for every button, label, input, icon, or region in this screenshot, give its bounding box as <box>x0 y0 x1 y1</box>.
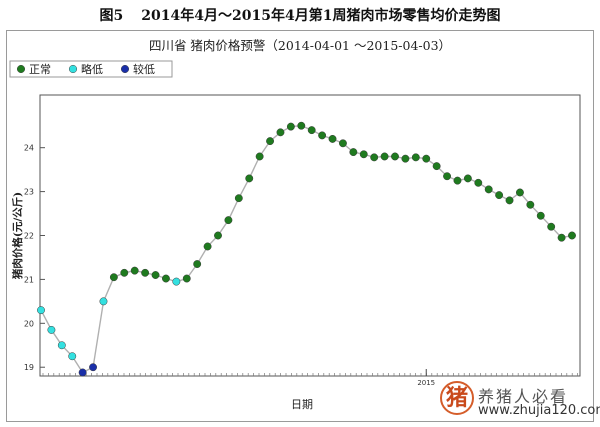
data-point-normal <box>286 122 295 131</box>
data-point-normal <box>266 137 275 146</box>
data-point-slightly_low <box>57 341 66 350</box>
data-point-normal <box>328 134 337 143</box>
data-point-normal <box>484 185 493 194</box>
data-point-normal <box>463 174 472 183</box>
figure-number: 图5 <box>99 8 124 24</box>
legend-marker-slightly_low <box>68 64 78 74</box>
y-tick-label-20: 20 <box>24 319 34 328</box>
chart-frame: 四川省 猪肉价格预警（2014-04-01 ～2015-04-03） 正常 略低 较低… <box>6 30 594 422</box>
data-point-low <box>78 368 87 377</box>
legend-box <box>9 60 173 78</box>
watermark-seal: 猪 <box>440 381 474 415</box>
data-point-normal <box>297 121 306 130</box>
data-point-normal <box>370 153 379 162</box>
data-point-normal <box>391 152 399 161</box>
data-point-normal <box>547 222 556 231</box>
legend-label-normal: 正常 <box>29 63 51 76</box>
y-tick-label-23: 23 <box>24 188 34 197</box>
data-point-normal <box>515 188 524 197</box>
data-point-normal <box>255 152 264 161</box>
figure-caption: 图5 2014年4月～2015年4月第1周猪肉市场零售均价走势图 <box>0 5 600 25</box>
chart-title: 四川省 猪肉价格预警（2014-04-01 ～2015-04-03） <box>149 38 451 53</box>
legend-marker-low <box>120 64 130 74</box>
legend-marker-normal <box>16 64 26 74</box>
data-point-normal <box>443 172 452 181</box>
y-tick-label-24: 24 <box>24 144 34 153</box>
price-line-chart: 四川省 猪肉价格预警（2014-04-01 ～2015-04-03） 正常 略低 较低… <box>9 38 581 411</box>
data-point-normal <box>161 274 170 283</box>
plot-area-border <box>39 94 581 377</box>
data-point-normal <box>203 242 212 251</box>
legend-label-low: 较低 <box>133 62 155 76</box>
data-point-normal <box>401 154 410 163</box>
y-tick-label-22: 22 <box>24 232 34 241</box>
data-point-normal <box>432 162 441 171</box>
y-tick-label-19: 19 <box>24 363 34 372</box>
data-point-normal <box>526 200 535 209</box>
data-point-normal <box>276 128 285 137</box>
data-point-normal <box>411 153 420 162</box>
data-point-normal <box>224 216 233 225</box>
data-point-normal <box>495 191 504 200</box>
data-point-normal <box>349 148 358 157</box>
data-point-normal <box>109 273 118 282</box>
data-point-normal <box>380 152 389 161</box>
x-tick-label: 2015 <box>417 379 435 387</box>
legend-label-slightly_low: 略低 <box>81 62 103 76</box>
series-line <box>40 124 573 374</box>
data-point-normal <box>245 174 254 183</box>
data-point-normal <box>422 154 431 163</box>
data-point-normal <box>359 150 368 159</box>
y-tick-label-21: 21 <box>24 275 34 284</box>
data-point-normal <box>338 139 347 148</box>
data-point-slightly_low <box>99 297 108 306</box>
data-point-normal <box>214 231 222 240</box>
data-point-normal <box>234 194 243 203</box>
data-point-slightly_low <box>47 325 56 334</box>
figure-title: 2014年4月～2015年4月第1周猪肉市场零售均价走势图 <box>141 8 501 24</box>
data-point-normal <box>193 260 202 268</box>
data-point-normal <box>505 196 514 205</box>
watermark-name: 养猪人必看 <box>478 387 569 406</box>
data-point-slightly_low <box>37 306 45 315</box>
data-point-normal <box>120 268 129 277</box>
data-point-normal <box>307 126 316 135</box>
data-point-normal <box>318 131 327 140</box>
data-point-normal <box>182 274 191 283</box>
data-point-normal <box>568 231 576 240</box>
watermark-url: www.zhujia120.com <box>478 403 600 418</box>
data-point-normal <box>557 233 566 242</box>
data-point-slightly_low <box>68 352 77 361</box>
data-point-slightly_low <box>172 277 181 286</box>
y-axis-label: 猪肉价格(元/公斤) <box>11 192 24 280</box>
data-point-normal <box>453 176 462 185</box>
data-point-normal <box>141 268 150 277</box>
data-point-normal <box>536 211 545 220</box>
x-axis-label: 日期 <box>291 398 313 411</box>
data-point-low <box>89 363 98 372</box>
data-point-normal <box>130 266 139 275</box>
data-point-normal <box>151 271 160 279</box>
data-point-normal <box>474 178 483 187</box>
